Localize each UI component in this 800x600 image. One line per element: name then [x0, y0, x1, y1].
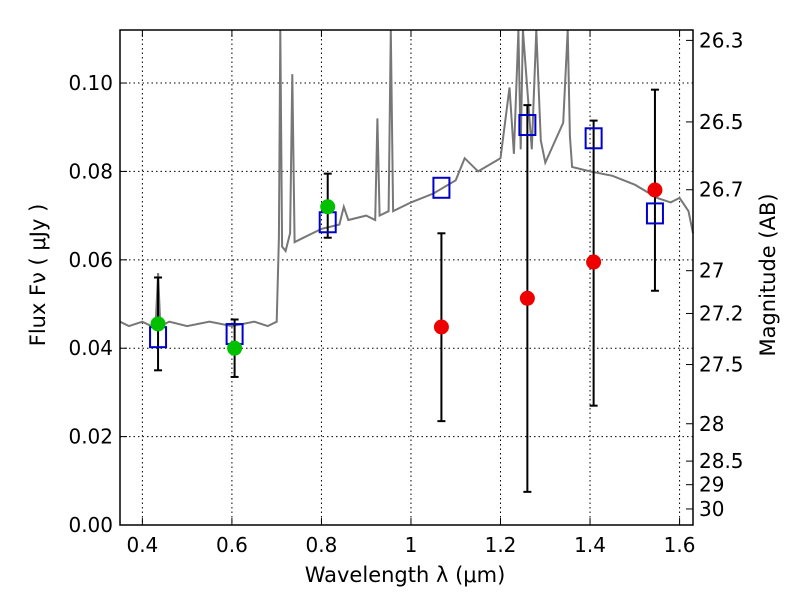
y-tick-label: 0.04 [68, 336, 113, 360]
model-photometry-point [584, 127, 603, 150]
mag-tick-label: 30 [699, 497, 724, 521]
x-tick-label: 1 [405, 533, 418, 557]
x-tick-label: 1.6 [664, 533, 696, 557]
spectrum-layer [119, 29, 694, 328]
x-tick-label: 0.6 [216, 533, 248, 557]
model-photometry-point [432, 176, 451, 199]
y-axis-label: Flux Fν ( μJy ) [26, 204, 50, 347]
errorbars [154, 88, 659, 493]
mag-tick-label: 28 [699, 412, 724, 436]
detection-point [227, 340, 243, 356]
model-photometry-point [645, 202, 664, 225]
axis-ticks: 0.4 0.6 0.8 1 1.2 1.4 1.6 0.00 0.02 0.04 0.06 0.08 0… [68, 28, 743, 557]
grid [120, 30, 693, 526]
mag-tick-label: 27.5 [699, 353, 744, 377]
x-tick-label: 0.4 [126, 533, 158, 557]
y-tick-label: 0.02 [68, 425, 113, 449]
upper-limit-point [433, 319, 449, 335]
y-tick-label: 0.08 [68, 159, 113, 183]
detection-point [150, 316, 166, 332]
upper-limit-point [647, 182, 663, 198]
x-tick-label: 1.2 [485, 533, 517, 557]
detection-point [320, 199, 336, 215]
mag-tick-label: 26.5 [699, 110, 744, 134]
mag-tick-label: 28.5 [699, 449, 744, 473]
mag-tick-label: 26.3 [699, 28, 744, 52]
upper-limit-point [519, 290, 535, 306]
markers [149, 114, 664, 356]
series-line-model-spectrum [119, 29, 694, 328]
upper-limit-point [586, 254, 602, 270]
y-axis-label-right: Magnitude (AB) [756, 193, 780, 356]
mag-tick-label: 26.7 [699, 178, 744, 202]
x-tick-label: 1.4 [574, 533, 606, 557]
y-tick-label: 0.10 [68, 71, 113, 95]
mag-tick-label: 29 [699, 473, 724, 497]
mag-tick-label: 27 [699, 259, 724, 283]
x-tick-label: 0.8 [306, 533, 338, 557]
x-axis-label: Wavelength λ (μm) [305, 563, 506, 587]
plot-frame [119, 29, 694, 526]
mag-tick-label: 27.2 [699, 301, 744, 325]
model-photometry-point [518, 114, 537, 137]
y-tick-label: 0.06 [68, 248, 113, 272]
y-tick-label: 0.00 [68, 513, 113, 537]
